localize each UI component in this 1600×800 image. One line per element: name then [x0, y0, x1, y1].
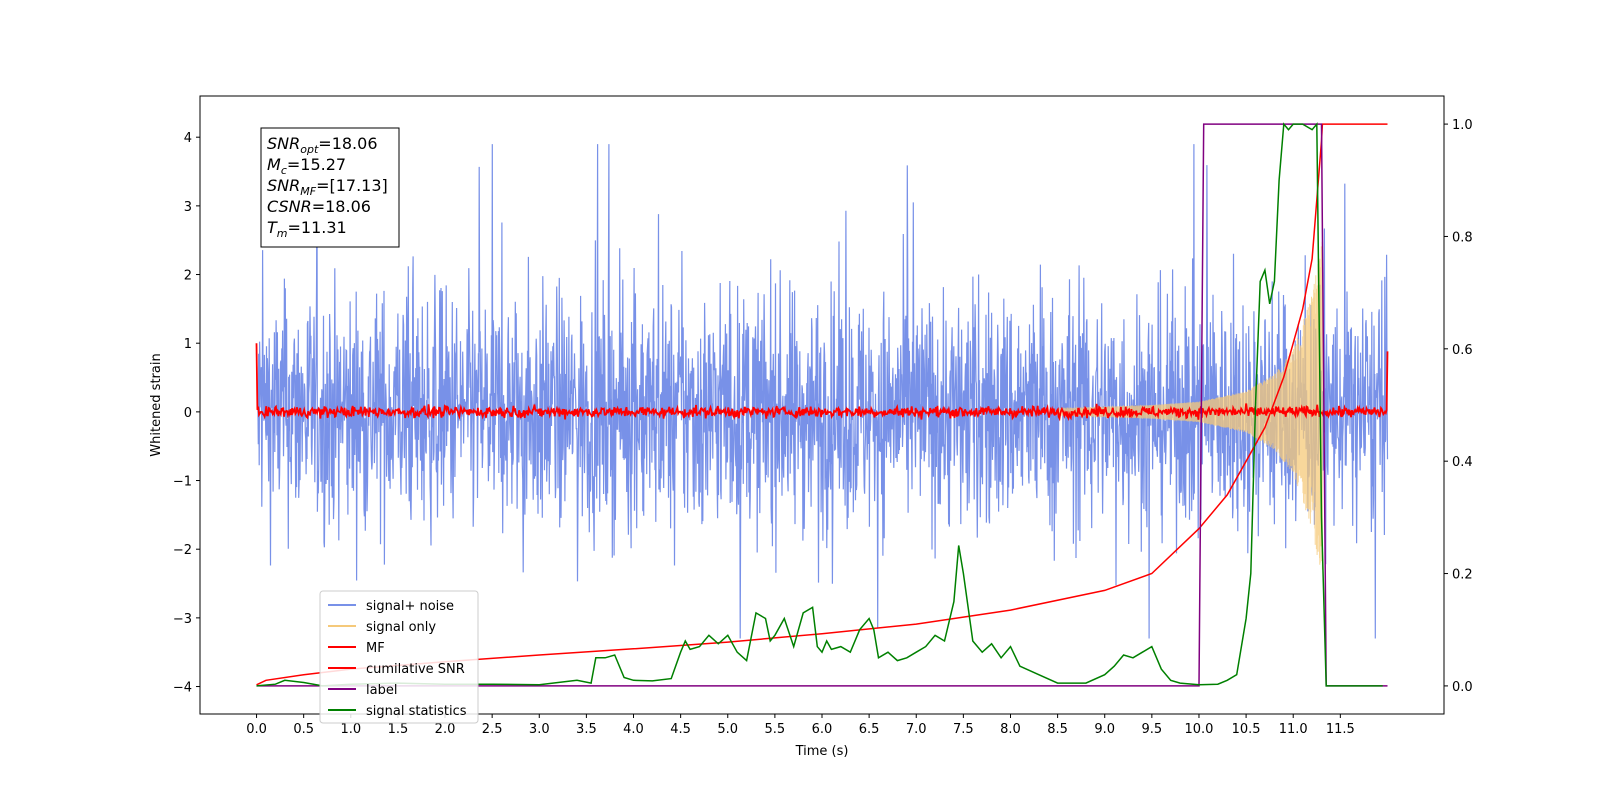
x-tick-label: 1.5 [388, 722, 409, 737]
y-tick-label: −3 [173, 612, 192, 627]
legend-entry-label: signal only [366, 620, 436, 635]
legend-entry-label: MF [366, 641, 385, 656]
y2-tick-label: 0.6 [1452, 343, 1473, 358]
series-mf-line [255, 343, 1389, 422]
y2-tick-label: 0.8 [1452, 230, 1473, 245]
y2-tick-label: 1.0 [1452, 118, 1473, 133]
y-axis-left: −4 −3 −2 −1 0 1 2 3 4 [173, 131, 200, 696]
x-tick-label: 1.0 [340, 722, 361, 737]
series-signal-only-line [1057, 241, 1323, 570]
y-tick-label: 1 [184, 337, 192, 352]
x-tick-label: 10.0 [1184, 722, 1213, 737]
stats-line: SNRopt=18.06 [267, 134, 378, 156]
legend-entry-label: cumilative SNR [366, 662, 465, 677]
stats-line: Tm=11.31 [267, 218, 347, 240]
x-tick-label: 8.5 [1047, 722, 1068, 737]
legend: signal+ noise signal only MF cumilative SNR… [319, 590, 479, 724]
x-tick-label: 3.0 [529, 722, 550, 737]
y-tick-label: −1 [173, 475, 192, 490]
y-tick-label: −2 [173, 543, 192, 558]
x-tick-label: 4.0 [623, 722, 644, 737]
stats-box-frame [260, 127, 400, 248]
y2-tick-label: 0.2 [1452, 568, 1473, 583]
y2-tick-label: 0.4 [1452, 455, 1473, 470]
x-tick-label: 11.5 [1326, 722, 1355, 737]
x-tick-label: 2.0 [435, 722, 456, 737]
legend-entry-label: label [366, 683, 397, 698]
x-tick-label: 11.0 [1279, 722, 1308, 737]
legend-entry-label: signal+ noise [366, 599, 454, 614]
x-axis-label: Time (s) [795, 744, 849, 759]
x-tick-label: 5.0 [717, 722, 738, 737]
x-tick-label: 7.0 [906, 722, 927, 737]
y-tick-label: 4 [184, 131, 192, 146]
x-tick-label: 2.5 [482, 722, 503, 737]
y-tick-label: −4 [173, 681, 192, 696]
x-tick-label: 9.0 [1094, 722, 1115, 737]
x-tick-label: 6.5 [859, 722, 880, 737]
x-tick-label: 8.0 [1000, 722, 1021, 737]
series-signal-noise-line [255, 144, 1389, 639]
x-tick-label: 10.5 [1232, 722, 1261, 737]
y-tick-label: 0 [184, 406, 192, 421]
series-signal-statistics-line [256, 122, 1383, 687]
stats-line: Mc=15.27 [267, 155, 346, 177]
x-tick-label: 5.5 [765, 722, 786, 737]
legend-frame [319, 590, 479, 724]
x-tick-label: 4.5 [670, 722, 691, 737]
x-tick-label: 0.5 [293, 722, 314, 737]
x-tick-label: 0.0 [246, 722, 267, 737]
x-axis: 0.0 0.5 1.0 1.5 2.0 2.5 3.0 3.5 4.0 4.5 5.0 5.5 6.0 6… [246, 714, 1355, 737]
x-tick-label: 3.5 [576, 722, 597, 737]
y-tick-label: 3 [184, 200, 192, 215]
stats-line: SNRMF=[17.13] [267, 176, 388, 198]
stats-annotation-box: SNRopt=18.06Mc=15.27SNRMF=[17.13]CSNR=18… [260, 127, 400, 248]
x-tick-label: 9.5 [1142, 722, 1163, 737]
legend-entry-label: signal statistics [366, 704, 467, 719]
stats-line: CSNR=18.06 [267, 197, 371, 216]
y-tick-label: 2 [184, 269, 192, 284]
x-tick-label: 7.5 [953, 722, 974, 737]
y-axis-right: 0.0 0.2 0.4 0.6 0.8 1.0 [1444, 118, 1473, 695]
y2-tick-label: 0.0 [1452, 680, 1473, 695]
y-axis-label: Whitened strain [149, 353, 164, 456]
x-tick-label: 6.0 [812, 722, 833, 737]
